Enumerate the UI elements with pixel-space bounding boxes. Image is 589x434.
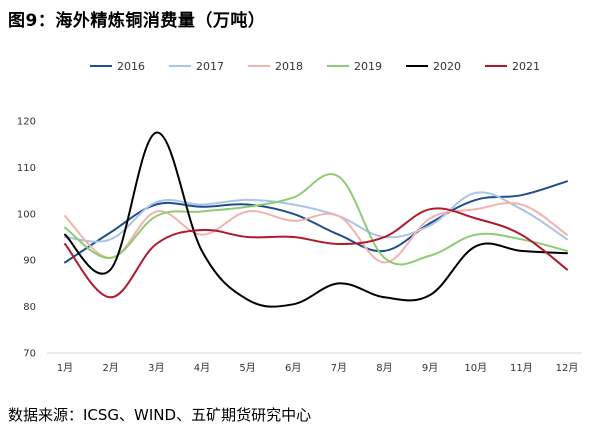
x-axis: 1月 2月 3月 4月 5月 6月 7月 8月 9月 10月 11月 12月	[47, 352, 582, 374]
x-tick-label: 7月	[331, 362, 347, 374]
x-tick-label: 12月	[556, 362, 579, 374]
y-tick-label: 70	[23, 349, 36, 360]
legend-label-2017: 2017	[196, 60, 224, 73]
x-tick-label: 5月	[239, 362, 255, 374]
legend-label-2020: 2020	[433, 60, 461, 73]
series-line-2016	[64, 180, 568, 264]
y-tick-label: 80	[23, 302, 36, 313]
x-tick-label: 1月	[57, 362, 73, 374]
x-tick-label: 4月	[194, 362, 210, 374]
legend-label-2016: 2016	[117, 60, 145, 73]
source-note: 数据来源：ICSG、WIND、五矿期货研究中心	[8, 406, 312, 424]
x-tick-label: 3月	[148, 362, 164, 374]
line-chart: 2016 2017 2018 2019 2020 2021 70 80 90 100 110 120…	[17, 60, 582, 374]
figure-title: 图9：海外精炼铜消费量（万吨）	[8, 11, 266, 31]
chart-legend: 2016 2017 2018 2019 2020 2021	[90, 60, 540, 73]
x-tick-label: 9月	[422, 362, 438, 374]
x-tick-label: 11月	[510, 362, 533, 374]
y-tick-label: 120	[17, 117, 36, 128]
series-line-2021	[64, 207, 568, 299]
legend-label-2018: 2018	[275, 60, 303, 73]
y-axis: 70 80 90 100 110 120	[17, 117, 36, 360]
series-line-2018	[64, 201, 568, 264]
y-tick-label: 90	[23, 256, 36, 267]
series-line-2017	[64, 191, 568, 243]
series-line-2019	[64, 173, 568, 266]
legend-label-2019: 2019	[354, 60, 382, 73]
x-tick-label: 2月	[102, 362, 118, 374]
legend-label-2021: 2021	[512, 60, 540, 73]
x-tick-label: 10月	[464, 362, 487, 374]
series-line-2020	[64, 131, 568, 308]
y-tick-label: 110	[17, 163, 36, 174]
y-tick-label: 100	[17, 209, 36, 220]
x-tick-label: 6月	[285, 362, 301, 374]
series-lines	[64, 131, 568, 308]
x-tick-label: 8月	[376, 362, 392, 374]
